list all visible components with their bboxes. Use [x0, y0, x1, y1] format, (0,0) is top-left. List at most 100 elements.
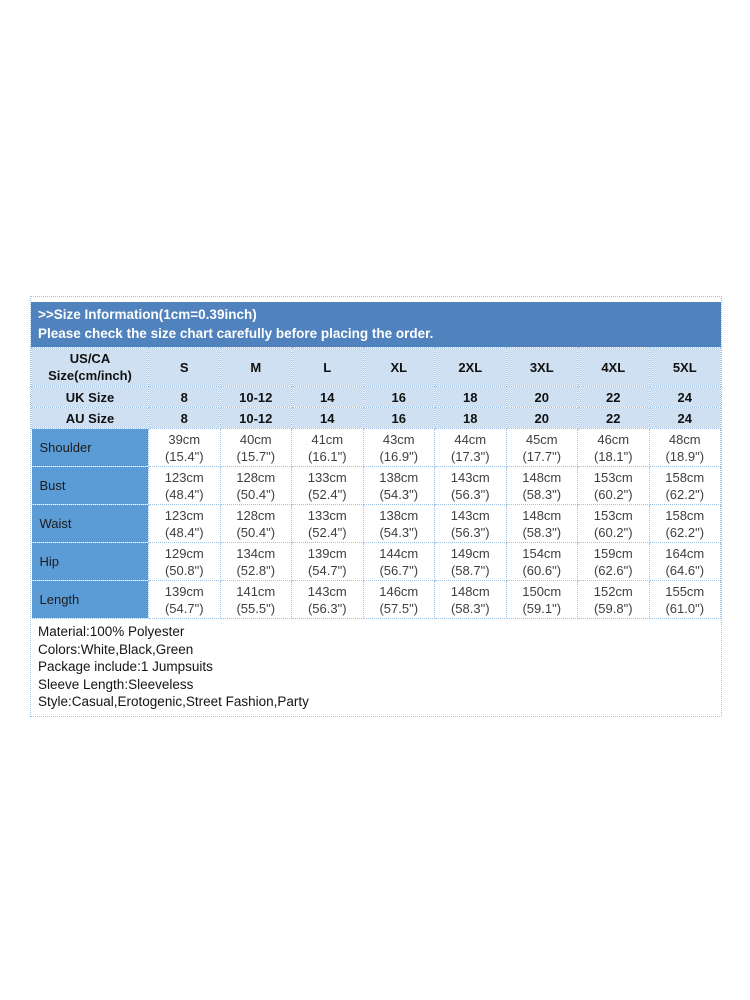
measurement-cm: 41cm: [311, 431, 344, 447]
size-col-header: 3XL: [505, 347, 578, 387]
measurement-cm: 159cm: [593, 545, 633, 561]
measurement-inch: (60.2"): [593, 524, 633, 540]
uk-size-value: 20: [505, 386, 578, 408]
size-info-subtitle: Please check the size chart carefully be…: [38, 326, 434, 341]
size-col-header: 5XL: [648, 347, 721, 387]
size-col-header: XL: [362, 347, 435, 387]
measurement-cm: 45cm: [525, 431, 558, 447]
detail-line: Package include:1 Jumpsuits: [38, 659, 213, 675]
uk-size-label: UK Size: [31, 386, 149, 408]
size-col-header: S: [148, 347, 221, 387]
au-size-value: 20: [505, 407, 578, 429]
size-chart-table: US/CA Size(cm/inch) S M L XL 2XL 3XL 4XL 5XL UK…: [31, 347, 721, 619]
au-size-row: AU Size 8 10-12 14 16 18 20 22 24: [31, 407, 721, 429]
measurement-cm: 139cm: [307, 545, 347, 561]
measurement-inch: (48.4"): [164, 486, 204, 502]
measurement-cm: 138cm: [379, 507, 419, 523]
detail-line: Sleeve Length:Sleeveless: [38, 676, 194, 692]
measurement-cell: 154cm (60.6"): [505, 542, 578, 581]
measurement-inch: (60.2"): [593, 486, 633, 502]
measurement-cell: 134cm (52.8"): [219, 542, 292, 581]
measurement-cell: 152cm (59.8"): [577, 580, 650, 619]
measurement-inch: (56.7"): [379, 562, 419, 578]
measurement-cm: 143cm: [450, 469, 490, 485]
measurement-cm: 129cm: [164, 545, 204, 561]
measurement-cell: 155cm (61.0"): [648, 580, 721, 619]
size-header-row: US/CA Size(cm/inch) S M L XL 2XL 3XL 4XL 5XL: [31, 347, 721, 387]
size-info-title: >>Size Information(1cm=0.39inch): [38, 307, 257, 322]
au-size-value: 22: [577, 407, 650, 429]
measurement-cm: 153cm: [593, 469, 633, 485]
measurement-inch: (52.4"): [307, 486, 347, 502]
measurement-inch: (50.8"): [164, 562, 204, 578]
size-col-header: M: [219, 347, 292, 387]
size-col-header: 4XL: [577, 347, 650, 387]
measurement-inch: (18.9"): [665, 448, 705, 464]
measurement-cm: 164cm: [665, 545, 705, 561]
uk-size-value: 14: [291, 386, 364, 408]
measurement-cell: 144cm (56.7"): [362, 542, 435, 581]
measurement-cm: 149cm: [450, 545, 490, 561]
measurement-inch: (58.3"): [522, 486, 562, 502]
measurement-cm: 148cm: [450, 583, 490, 599]
measurement-cell: 128cm (50.4"): [219, 466, 292, 505]
measurement-inch: (15.7"): [236, 448, 276, 464]
measurement-cell: 133cm (52.4"): [291, 466, 364, 505]
measurement-cm: 40cm: [239, 431, 272, 447]
measurement-inch: (58.3"): [522, 524, 562, 540]
measurement-inch: (62.2"): [665, 486, 705, 502]
measurement-inch: (62.6"): [593, 562, 633, 578]
measurement-inch: (56.3"): [307, 600, 347, 616]
detail-line: Material:100% Polyester: [38, 624, 185, 639]
measurement-cm: 139cm: [164, 583, 204, 599]
measurement-cell: 139cm (54.7"): [291, 542, 364, 581]
measurement-cell: 146cm (57.5"): [362, 580, 435, 619]
measurement-cell: 159cm (62.6"): [577, 542, 650, 581]
uk-size-row: UK Size 8 10-12 14 16 18 20 22 24: [31, 386, 721, 408]
au-size-label: AU Size: [31, 407, 149, 429]
measurement-cell: 148cm (58.3"): [505, 466, 578, 505]
uk-size-value: 24: [648, 386, 721, 408]
product-details-block: Material:100% Polyester Colors:White,Blac…: [31, 619, 721, 716]
measurement-cell: 141cm (55.5"): [219, 580, 292, 619]
measurement-cm: 155cm: [665, 583, 705, 599]
measurement-row: Hip 129cm (50.8") 134cm (52.8") 139cm (54.7") 1…: [31, 542, 721, 581]
measurement-inch: (18.1"): [593, 448, 633, 464]
measurement-inch: (59.8"): [593, 600, 633, 616]
measurement-inch: (52.4"): [307, 524, 347, 540]
measurement-cell: 158cm (62.2"): [648, 466, 721, 505]
measurement-cm: 123cm: [164, 507, 204, 523]
measurement-cell: 123cm (48.4"): [148, 466, 221, 505]
measurement-inch: (56.3"): [450, 524, 490, 540]
measurement-cell: 44cm (17.3"): [434, 428, 507, 467]
measurement-cm: 152cm: [593, 583, 633, 599]
measurement-label: Hip: [31, 542, 149, 581]
measurement-cell: 41cm (16.1"): [291, 428, 364, 467]
measurement-cm: 39cm: [168, 431, 201, 447]
measurement-cm: 141cm: [236, 583, 276, 599]
measurement-cell: 158cm (62.2"): [648, 504, 721, 543]
sheet-top-spacer: [31, 297, 721, 302]
uk-size-value: 18: [434, 386, 507, 408]
size-col-header: 2XL: [434, 347, 507, 387]
measurement-cm: 48cm: [668, 431, 701, 447]
measurement-cell: 150cm (59.1"): [505, 580, 578, 619]
measurement-cm: 134cm: [236, 545, 276, 561]
measurement-cell: 123cm (48.4"): [148, 504, 221, 543]
measurement-cm: 148cm: [522, 507, 562, 523]
measurement-cell: 164cm (64.6"): [648, 542, 721, 581]
measurement-cell: 45cm (17.7"): [505, 428, 578, 467]
measurement-inch: (50.4"): [236, 524, 276, 540]
measurement-cell: 153cm (60.2"): [577, 504, 650, 543]
measurement-inch: (55.5"): [236, 600, 276, 616]
measurement-cm: 158cm: [665, 469, 705, 485]
measurement-cell: 128cm (50.4"): [219, 504, 292, 543]
measurement-cm: 143cm: [307, 583, 347, 599]
measurement-cm: 143cm: [450, 507, 490, 523]
measurement-cm: 43cm: [382, 431, 415, 447]
measurement-row: Bust 123cm (48.4") 128cm (50.4") 133cm (52.4")…: [31, 466, 721, 505]
size-information-sheet: >>Size Information(1cm=0.39inch) Please …: [30, 296, 722, 717]
measurement-cm: 150cm: [522, 583, 562, 599]
measurement-cm: 144cm: [379, 545, 419, 561]
measurement-cell: 148cm (58.3"): [505, 504, 578, 543]
